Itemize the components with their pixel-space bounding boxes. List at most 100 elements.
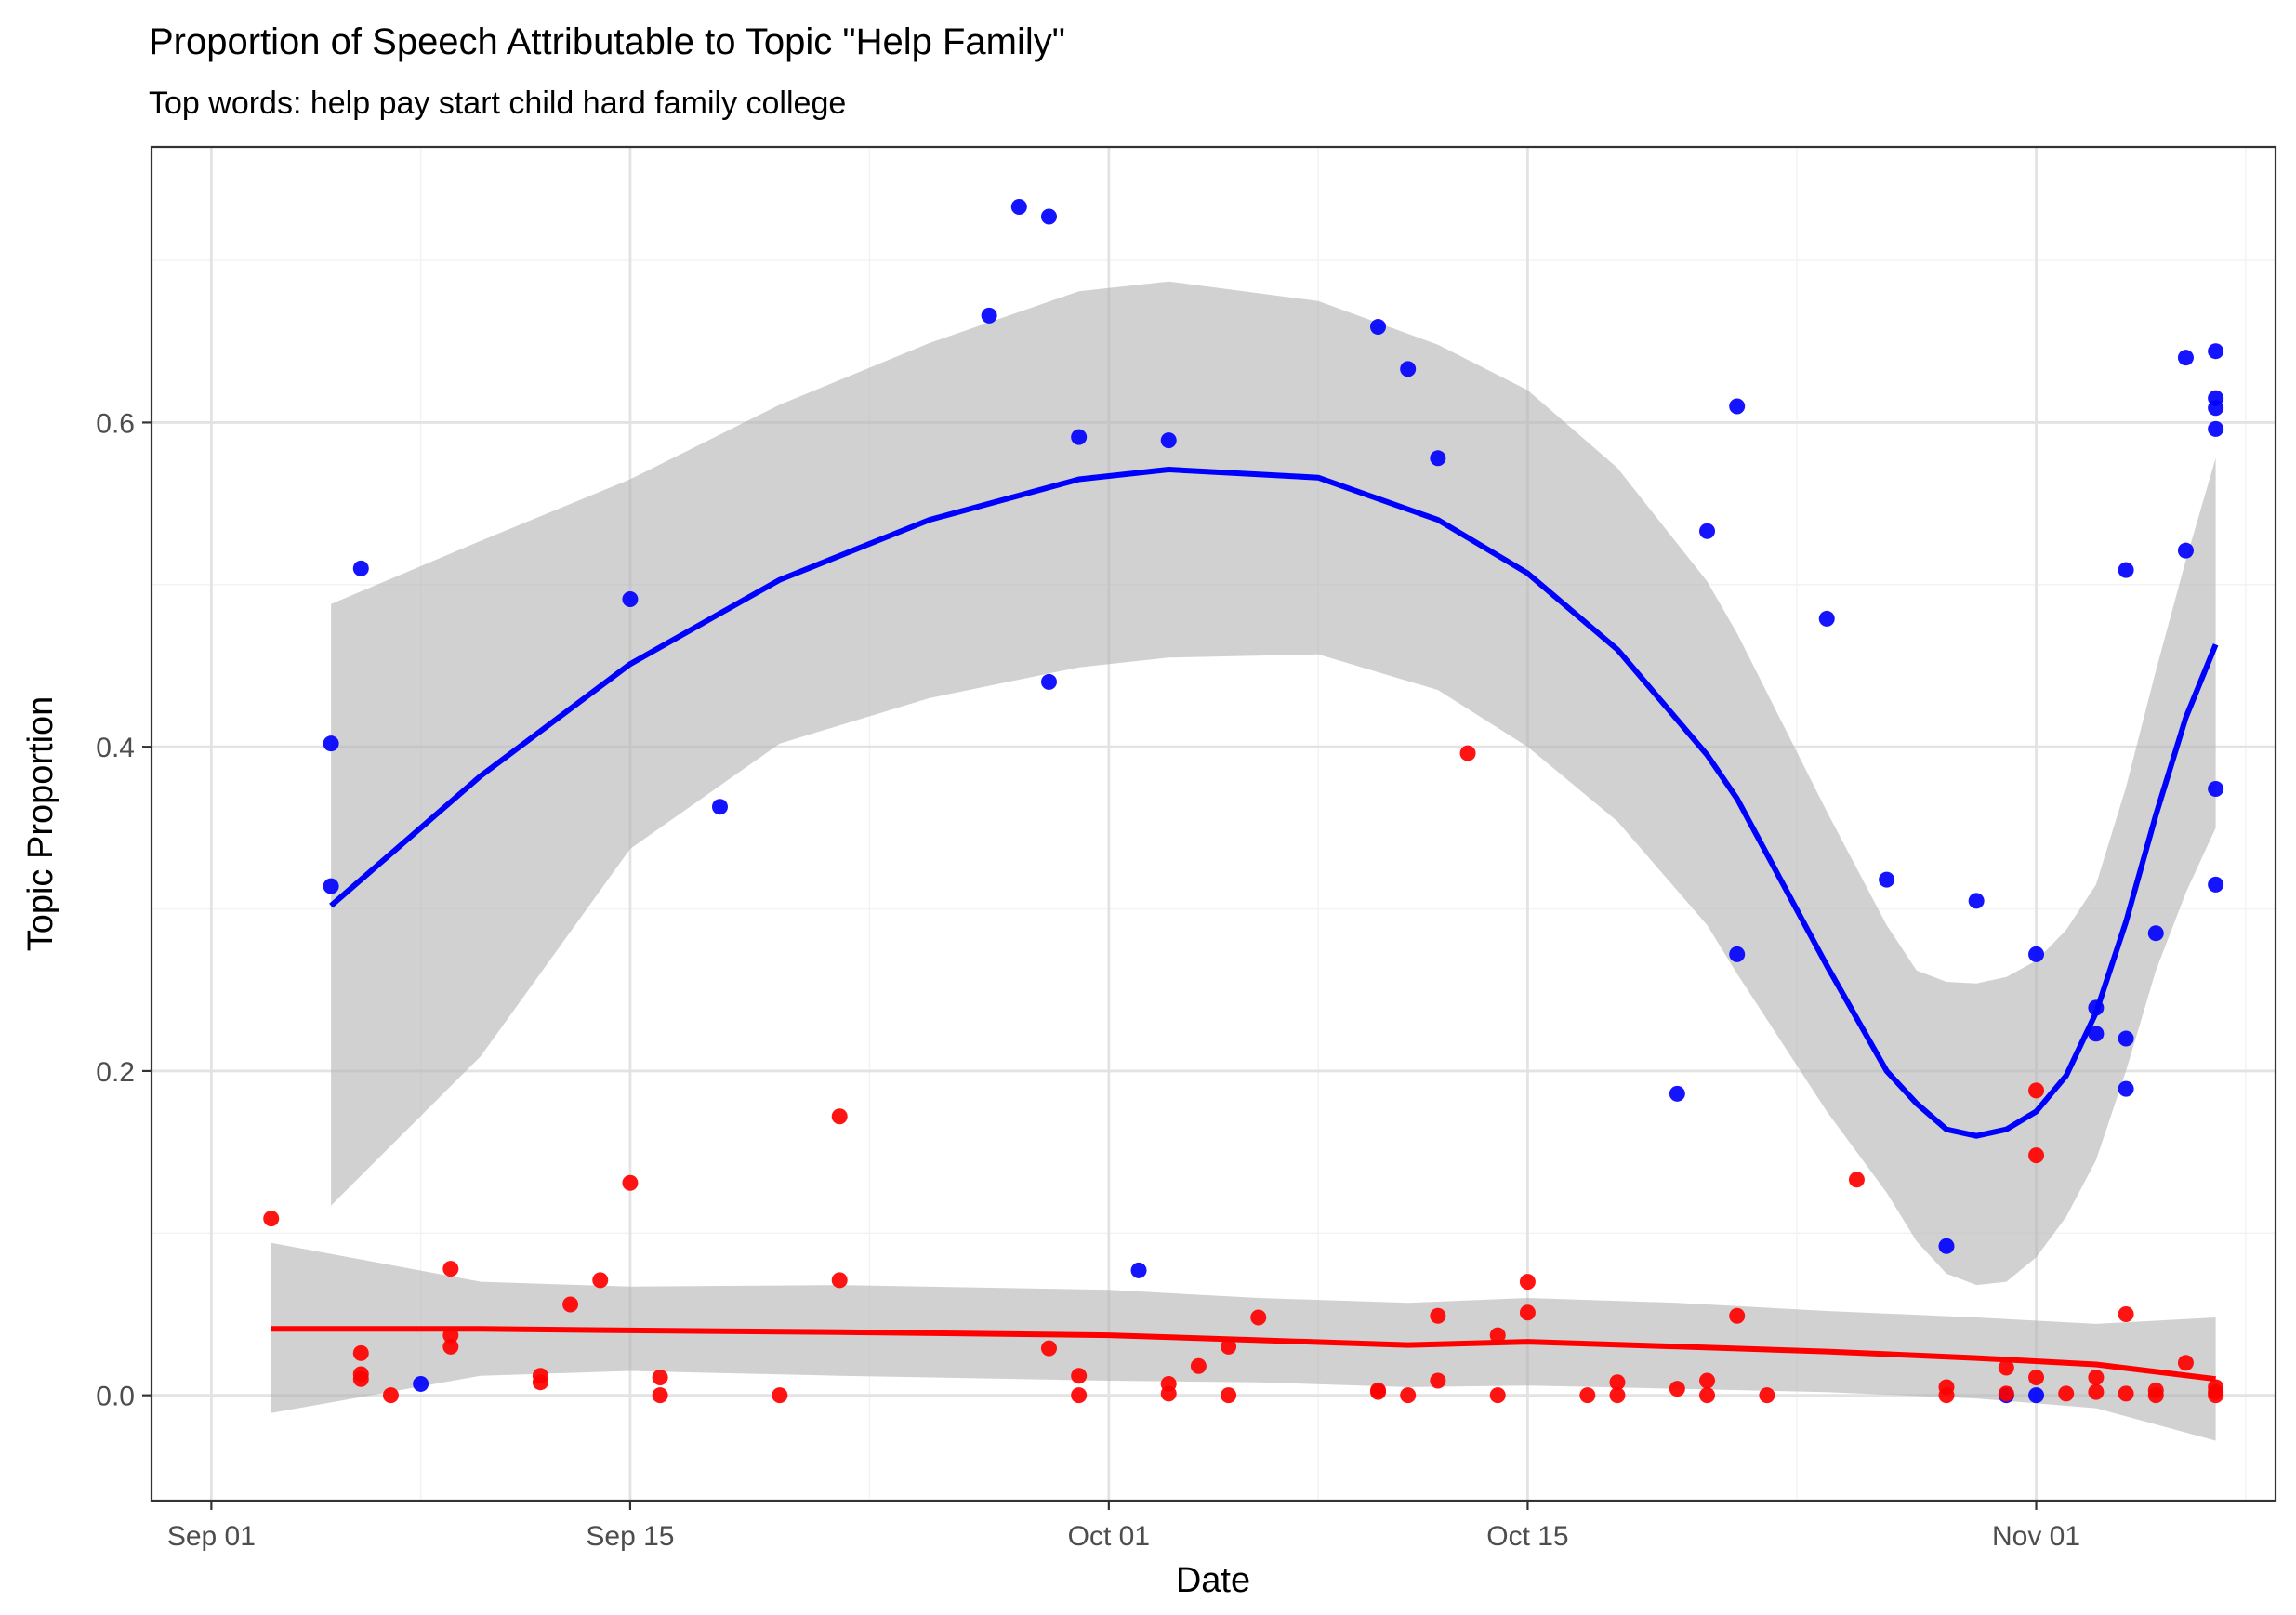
data-point: [1998, 1385, 2014, 1402]
data-point: [1609, 1387, 1626, 1404]
data-point: [1160, 432, 1177, 449]
y-tick-label: 0.6: [96, 408, 135, 439]
data-point: [2058, 1385, 2075, 1402]
data-point: [1370, 319, 1387, 336]
data-point: [2177, 542, 2194, 559]
data-point: [2088, 1369, 2105, 1385]
x-tick-label: Oct 15: [1486, 1521, 1568, 1552]
data-point: [2118, 1305, 2134, 1322]
data-point: [1879, 871, 1895, 888]
data-point: [352, 1344, 369, 1361]
data-point: [2177, 1355, 2194, 1371]
data-point: [2147, 925, 2164, 942]
x-tick-label: Sep 01: [167, 1521, 256, 1552]
data-point: [1459, 745, 1476, 761]
data-point: [413, 1375, 429, 1392]
data-point: [1430, 450, 1446, 467]
data-point: [1190, 1357, 1207, 1374]
y-axis-title: Topic Proportion: [21, 696, 60, 952]
smooth-line: [271, 1326, 2216, 1383]
data-point: [263, 1211, 280, 1227]
data-point: [1010, 199, 1027, 216]
data-point: [1968, 893, 1985, 909]
data-point: [1818, 610, 1835, 627]
data-point: [1729, 1307, 1746, 1324]
data-point: [1489, 1327, 1506, 1344]
data-point: [442, 1261, 459, 1277]
data-point: [2208, 781, 2224, 798]
confidence-ribbon: [331, 281, 2216, 1286]
data-point: [532, 1374, 548, 1391]
y-tick-label: 0.4: [96, 733, 135, 763]
data-point: [592, 1272, 609, 1289]
data-point: [2028, 1387, 2045, 1404]
x-axis: Sep 01 Sep 15 Oct 01 Oct 15 Nov 01: [167, 1501, 2080, 1552]
data-point: [2208, 343, 2224, 360]
data-point: [1071, 429, 1088, 445]
data-point: [2028, 1369, 2045, 1385]
data-point: [1160, 1385, 1177, 1402]
y-tick-label: 0.0: [96, 1382, 135, 1412]
smooth-lines: [271, 467, 2219, 1383]
chart-subtitle: Top words: help pay start child hard fam…: [149, 86, 846, 121]
data-point: [652, 1369, 668, 1385]
data-point: [562, 1296, 579, 1313]
data-point: [622, 590, 639, 607]
data-point: [2088, 1383, 2105, 1400]
data-point: [1729, 946, 1746, 962]
data-point: [323, 878, 339, 894]
data-point: [2118, 1385, 2134, 1402]
data-point: [711, 799, 728, 815]
data-point: [1609, 1374, 1626, 1391]
data-point: [1669, 1381, 1685, 1397]
data-point: [1040, 673, 1057, 690]
data-point: [1938, 1238, 1955, 1254]
y-axis: 0.0 0.2 0.4 0.6: [96, 408, 152, 1412]
panel-border: [150, 145, 2277, 1502]
data-point: [1370, 1383, 1387, 1400]
data-point: [1848, 1172, 1865, 1188]
data-point: [1699, 1387, 1716, 1404]
data-point: [1489, 1387, 1506, 1404]
data-point: [323, 735, 339, 752]
data-point: [622, 1174, 639, 1191]
y-tick-label: 0.2: [96, 1057, 135, 1088]
data-point: [2028, 946, 2045, 962]
data-point: [382, 1387, 399, 1404]
data-point: [831, 1108, 848, 1125]
data-point: [1400, 1387, 1417, 1404]
x-tick-label: Oct 01: [1068, 1521, 1150, 1552]
data-point: [2208, 1387, 2224, 1404]
data-point: [1130, 1262, 1147, 1278]
x-tick-label: Nov 01: [1992, 1521, 2080, 1552]
data-point: [352, 560, 369, 576]
data-point: [2208, 876, 2224, 893]
data-point: [1519, 1274, 1536, 1291]
data-point: [1071, 1387, 1088, 1404]
data-point: [2118, 1030, 2134, 1047]
data-point: [772, 1387, 788, 1404]
data-point: [981, 307, 997, 324]
data-point: [2177, 350, 2194, 366]
data-point: [1938, 1387, 1955, 1404]
data-point: [1221, 1387, 1237, 1404]
data-point: [442, 1338, 459, 1355]
data-point: [1040, 1340, 1057, 1357]
data-point: [2028, 1147, 2045, 1164]
data-point: [2208, 400, 2224, 417]
data-point: [1221, 1338, 1237, 1355]
data-point: [1071, 1368, 1088, 1384]
data-point: [1400, 361, 1417, 377]
data-point: [1519, 1304, 1536, 1321]
data-point: [652, 1387, 668, 1404]
data-point: [352, 1370, 369, 1387]
data-point: [1699, 523, 1716, 539]
data-point: [1430, 1307, 1446, 1324]
data-point: [1729, 398, 1746, 415]
data-point: [2208, 420, 2224, 437]
smooth-line: [329, 467, 2219, 1139]
data-point: [2147, 1387, 2164, 1404]
data-point: [2118, 562, 2134, 578]
data-point: [1998, 1359, 2014, 1376]
